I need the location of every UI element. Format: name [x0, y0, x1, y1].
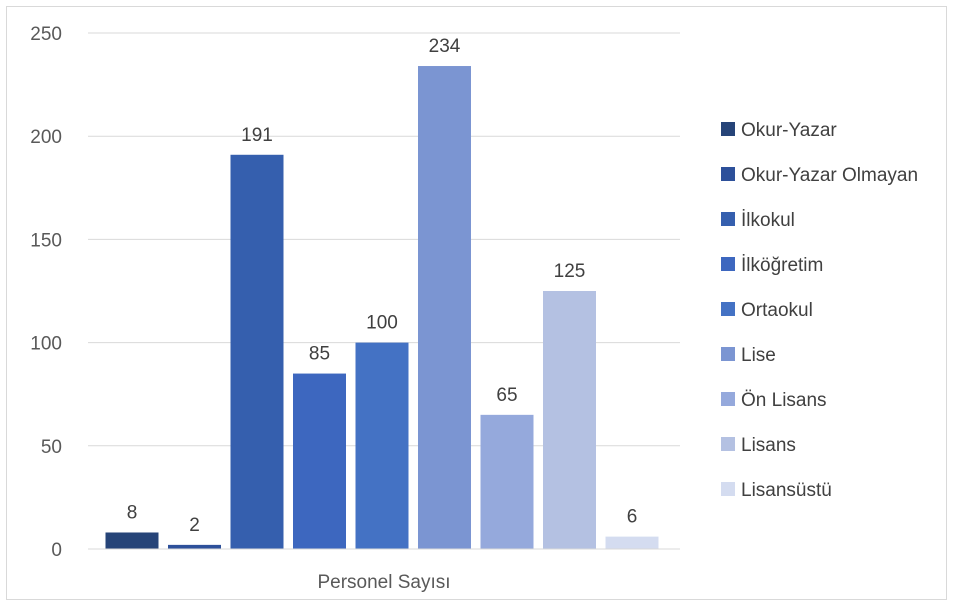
- legend: Okur-Yazar Okur-Yazar Olmayan İlkokul İlköğ…: [721, 120, 918, 501]
- data-label: 8: [127, 502, 138, 523]
- bar: [355, 342, 409, 549]
- legend-label: Lisans: [741, 435, 796, 456]
- bar: [543, 291, 596, 549]
- data-label: 125: [554, 261, 586, 282]
- data-label: 6: [627, 507, 638, 528]
- data-label: 191: [241, 125, 273, 146]
- data-labels: 8 2 191 85 100 234 65 125 6: [127, 36, 638, 536]
- legend-label: İlköğretim: [741, 255, 823, 276]
- legend-label: Okur-Yazar Olmayan: [741, 165, 918, 186]
- y-tick-label: 0: [51, 540, 62, 561]
- data-label: 100: [366, 313, 398, 334]
- bar: [230, 154, 284, 549]
- bars: [105, 66, 659, 550]
- y-tick-label: 50: [41, 437, 62, 458]
- legend-swatch: [721, 122, 735, 136]
- y-tick-label: 100: [30, 334, 62, 355]
- bar: [480, 414, 534, 549]
- data-label: 65: [496, 385, 517, 406]
- bar: [418, 66, 471, 550]
- legend-swatch: [721, 347, 735, 361]
- y-axis-ticks: 0 50 100 150 200 250: [30, 24, 62, 561]
- legend-swatch: [721, 482, 735, 496]
- bar: [105, 532, 159, 549]
- legend-label: Ortaokul: [741, 300, 813, 321]
- data-label: 2: [189, 515, 200, 536]
- bar: [293, 373, 346, 549]
- legend-swatch: [721, 437, 735, 451]
- y-tick-label: 250: [30, 24, 62, 45]
- legend-label: Ön Lisans: [741, 390, 827, 411]
- legend-swatch: [721, 302, 735, 316]
- legend-swatch: [721, 392, 735, 406]
- legend-label: Lise: [741, 345, 776, 366]
- bar: [168, 544, 221, 549]
- bar: [605, 536, 659, 549]
- y-tick-label: 150: [30, 230, 62, 251]
- legend-label: Okur-Yazar: [741, 120, 837, 141]
- y-tick-label: 200: [30, 127, 62, 148]
- data-label: 85: [309, 344, 330, 365]
- legend-label: İlkokul: [741, 210, 795, 231]
- x-category-label: Personel Sayısı: [317, 572, 450, 593]
- legend-swatch: [721, 212, 735, 226]
- chart-frame: [6, 6, 947, 600]
- legend-swatch: [721, 257, 735, 271]
- data-label: 234: [429, 36, 461, 57]
- legend-label: Lisansüstü: [741, 480, 832, 501]
- legend-swatch: [721, 167, 735, 181]
